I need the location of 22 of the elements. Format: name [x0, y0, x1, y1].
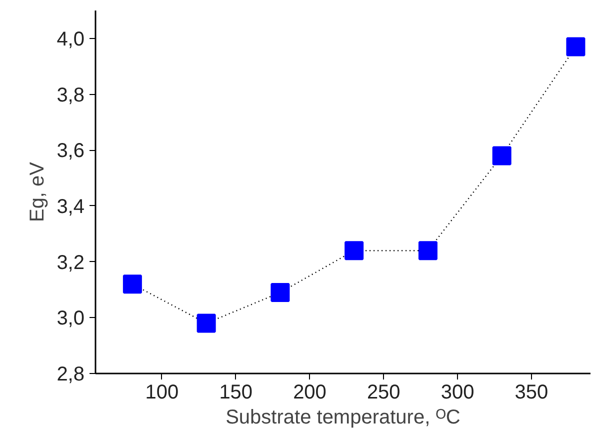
y-tick-label: 3,4 — [56, 196, 85, 218]
y-axis-title: Eg, eV — [26, 161, 49, 222]
point — [344, 241, 364, 260]
x-tick-label: 250 — [366, 382, 400, 404]
point — [122, 274, 142, 294]
point — [492, 146, 512, 166]
x-tick-label: 300 — [440, 382, 474, 404]
y-tick-label: 3,6 — [56, 140, 85, 162]
y-tick-label: 3,2 — [56, 252, 85, 274]
y-tick-label: 3,0 — [56, 308, 85, 330]
point — [566, 37, 586, 56]
y-tick-label: 3,8 — [56, 84, 85, 106]
y-tick-label: 4,0 — [56, 28, 85, 50]
point — [418, 241, 438, 260]
point — [196, 314, 216, 333]
point — [270, 283, 290, 302]
x-tick-label: 100 — [145, 382, 179, 404]
x-axis-title: Substrate temperature, ᴼC — [226, 406, 460, 428]
y-tick-label: 2,8 — [56, 364, 85, 386]
x-tick-label: 200 — [293, 382, 326, 404]
x-tick-label: 150 — [219, 382, 253, 404]
x-tick-label: 350 — [514, 382, 548, 404]
